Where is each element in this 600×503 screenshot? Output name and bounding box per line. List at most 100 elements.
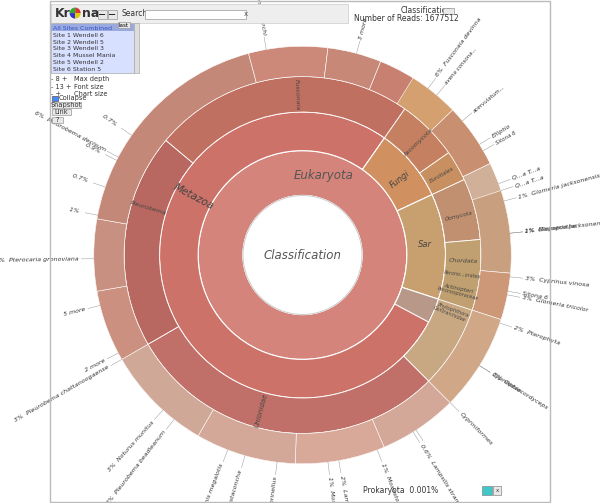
Wedge shape	[97, 286, 148, 360]
Wedge shape	[419, 152, 464, 195]
Bar	[482, 486, 492, 495]
Wedge shape	[125, 121, 166, 160]
Wedge shape	[472, 271, 511, 319]
Text: Chart size: Chart size	[74, 91, 107, 97]
Text: 0.8%  Pleurobema beadleanum: 0.8% Pleurobema beadleanum	[102, 430, 167, 503]
Text: 0.6%  Lampsilis straminea: 0.6% Lampsilis straminea	[419, 443, 467, 503]
Text: 3%  Pleurobema chattanoogaense: 3% Pleurobema chattanoogaense	[14, 365, 110, 423]
Text: Link: Link	[55, 109, 68, 115]
Wedge shape	[94, 219, 127, 291]
Wedge shape	[131, 358, 219, 439]
Text: 3%  Noturus munitus: 3% Noturus munitus	[107, 420, 155, 472]
Text: Kr: Kr	[55, 7, 70, 20]
Text: Fungi: Fungi	[388, 169, 412, 190]
Text: 0.7%: 0.7%	[101, 113, 121, 129]
Text: Metazoa: Metazoa	[172, 183, 215, 212]
Text: Site 6 Station 5: Site 6 Station 5	[53, 67, 101, 72]
Text: Oomycota: Oomycota	[444, 210, 473, 222]
Text: Eurotiales: Eurotiales	[428, 165, 455, 184]
Text: Site 4 Mussel Mania: Site 4 Mussel Mania	[53, 53, 115, 58]
Text: Pleurobema: Pleurobema	[130, 200, 167, 216]
Wedge shape	[205, 412, 259, 458]
Wedge shape	[160, 112, 446, 398]
Wedge shape	[429, 310, 501, 402]
Wedge shape	[198, 151, 407, 360]
Text: 2 more: 2 more	[84, 358, 106, 373]
Text: Q...a T...a: Q...a T...a	[514, 175, 544, 188]
Text: last: last	[119, 23, 129, 28]
Wedge shape	[370, 61, 467, 145]
Bar	[118, 22, 130, 28]
Text: ?: ?	[56, 117, 59, 123]
Text: acervulatum...: acervulatum...	[472, 84, 506, 113]
Wedge shape	[295, 420, 384, 464]
Wedge shape	[385, 109, 449, 173]
Text: 1%  Lepomis megalotis: 1% Lepomis megalotis	[194, 463, 225, 503]
Wedge shape	[439, 239, 481, 310]
Wedge shape	[96, 280, 136, 330]
Text: Actinopteri: Actinopteri	[443, 283, 474, 294]
Bar	[51, 24, 134, 31]
Wedge shape	[374, 101, 481, 381]
Text: 5 more: 5 more	[63, 307, 86, 317]
Text: 2%  Ictiobus cyprinellus: 2% Ictiobus cyprinellus	[263, 476, 278, 503]
Wedge shape	[464, 292, 506, 343]
Wedge shape	[372, 381, 450, 447]
Wedge shape	[94, 229, 126, 284]
Text: Classification: Classification	[401, 6, 452, 15]
Text: Cypriniformes: Cypriniformes	[459, 411, 494, 446]
Text: x: x	[244, 11, 248, 17]
Text: 1%  Megaporthe: 1% Megaporthe	[524, 224, 577, 234]
Wedge shape	[386, 396, 431, 439]
Text: Site 5 Wendell 2: Site 5 Wendell 2	[53, 60, 104, 65]
Text: Snapshot: Snapshot	[50, 102, 82, 108]
Text: Phytophthora: Phytophthora	[437, 302, 470, 318]
Text: −: −	[98, 10, 106, 20]
Text: 5%  Venustaconcha: 5% Venustaconcha	[221, 469, 244, 503]
Wedge shape	[97, 53, 256, 224]
Text: Search:: Search:	[121, 9, 150, 18]
Bar	[98, 10, 107, 19]
Wedge shape	[75, 13, 80, 19]
Wedge shape	[70, 8, 75, 13]
Bar	[493, 486, 501, 495]
Wedge shape	[110, 144, 151, 185]
Wedge shape	[122, 344, 213, 436]
Bar	[52, 102, 80, 108]
Text: 1%  Moxostoma poecilurum: 1% Moxostoma poecilurum	[327, 476, 343, 503]
Text: Collapse: Collapse	[59, 95, 88, 101]
Wedge shape	[374, 101, 481, 381]
Wedge shape	[346, 412, 401, 458]
Text: na: na	[82, 7, 99, 20]
Bar	[52, 96, 58, 101]
Bar	[52, 117, 63, 123]
Bar	[51, 23, 134, 73]
Text: Max depth: Max depth	[74, 76, 109, 82]
Wedge shape	[477, 212, 511, 252]
Wedge shape	[95, 201, 130, 233]
Text: avena consona...: avena consona...	[444, 46, 478, 86]
Text: Peronosporaceae: Peronosporaceae	[437, 286, 479, 301]
Text: 3 more: 3 more	[358, 17, 368, 40]
Text: Classification: Classification	[263, 248, 341, 262]
Text: Site 1 Wendell 6: Site 1 Wendell 6	[53, 33, 104, 38]
Bar	[51, 4, 348, 23]
Text: 3%  Pterocaria gronoviana: 3% Pterocaria gronoviana	[0, 257, 79, 263]
Text: 1%  Moxostoma carinatum: 1% Moxostoma carinatum	[380, 463, 415, 503]
Text: Eukaryota: Eukaryota	[294, 169, 354, 182]
Text: −: −	[109, 10, 116, 20]
Text: Site 2 Wendell 5: Site 2 Wendell 5	[53, 40, 104, 45]
Wedge shape	[75, 8, 80, 13]
Wedge shape	[397, 195, 446, 299]
Wedge shape	[443, 330, 492, 383]
Text: Perono...orates: Perono...orates	[443, 270, 481, 279]
Wedge shape	[463, 163, 506, 218]
Text: 3%  Cyprinus vinosa: 3% Cyprinus vinosa	[524, 276, 589, 288]
Bar	[108, 10, 117, 19]
Wedge shape	[101, 174, 138, 209]
Text: Q...a T...a: Q...a T...a	[512, 166, 541, 181]
Wedge shape	[395, 287, 439, 322]
Text: - 8 +: - 8 +	[51, 76, 67, 82]
Wedge shape	[431, 110, 490, 177]
Text: Cyprinidae: Cyprinidae	[491, 371, 522, 393]
